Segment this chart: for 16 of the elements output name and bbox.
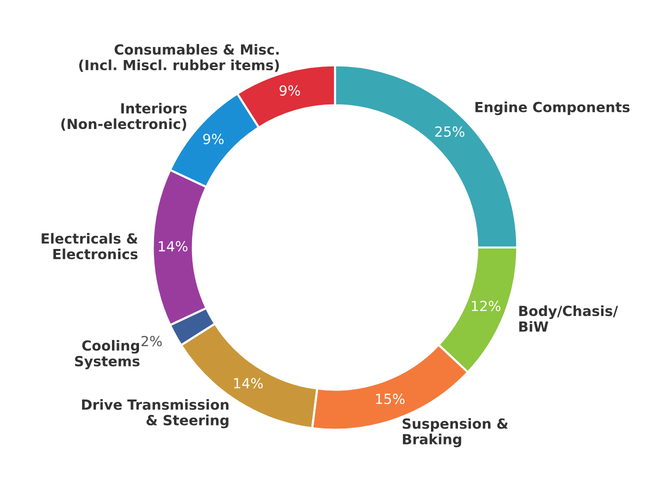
- data-label: 2%: [142, 336, 162, 346]
- slice-label: Electricals & Electronics: [42, 233, 138, 260]
- data-label: 12%: [472, 300, 500, 312]
- slice-label: Engine Components: [475, 102, 630, 116]
- slice-label: Body/Chasis/ BiW: [519, 305, 618, 332]
- data-label: 25%: [435, 126, 464, 137]
- data-label: 9%: [280, 85, 300, 96]
- data-label: 14%: [234, 378, 263, 388]
- slice-label: Suspension & Braking: [402, 418, 508, 448]
- data-label: 9%: [203, 134, 224, 144]
- slice-label: Drive Transmission & Steering: [82, 399, 228, 428]
- slice-label: Interiors (Non-electronic): [61, 102, 187, 131]
- slice-label: Consumables & Misc. (Incl. Miscl. rubber items): [79, 44, 279, 72]
- data-label: 15%: [376, 394, 405, 404]
- slice-label: Cooling Systems: [75, 340, 140, 370]
- data-label: 14%: [158, 241, 188, 252]
